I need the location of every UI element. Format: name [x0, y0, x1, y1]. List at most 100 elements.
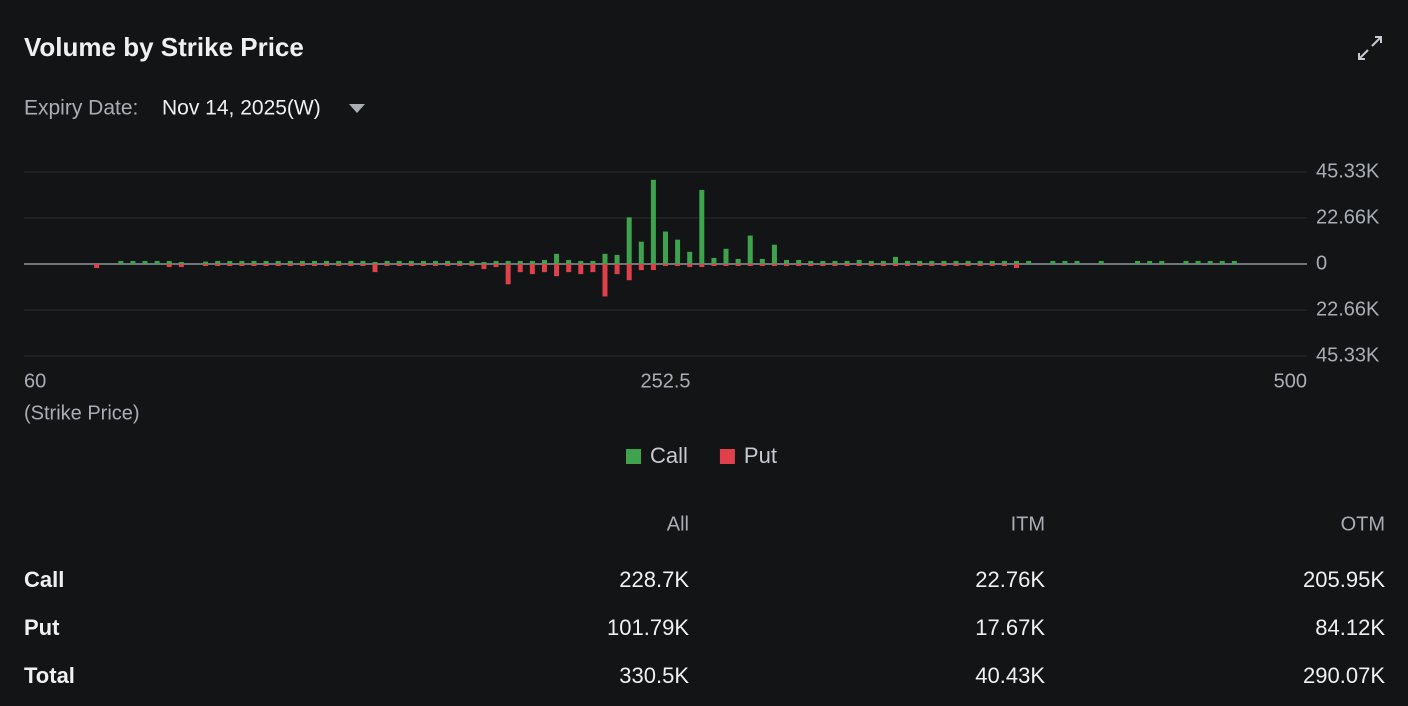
legend-swatch — [626, 449, 641, 464]
bar — [989, 264, 995, 267]
expand-arrow — [1358, 49, 1369, 60]
bar — [614, 254, 620, 264]
bar — [905, 260, 911, 264]
expiry-label: Expiry Date: — [24, 97, 138, 120]
bar — [602, 264, 608, 297]
bar — [384, 264, 390, 267]
bar — [251, 264, 257, 267]
x-tick-label: 60 — [24, 370, 46, 392]
bar — [299, 260, 305, 264]
bar — [541, 264, 547, 273]
bar — [880, 264, 886, 267]
bar — [469, 260, 475, 264]
bar — [445, 264, 451, 267]
bar — [1014, 264, 1020, 269]
bar — [675, 239, 681, 264]
bar — [469, 264, 475, 267]
bar — [953, 264, 959, 267]
bar — [989, 260, 995, 264]
bar — [275, 264, 281, 267]
expiry-dropdown[interactable]: Nov 14, 2025(W) — [162, 97, 365, 120]
bar — [372, 261, 378, 264]
bar — [1231, 260, 1237, 264]
expand-icon[interactable] — [1358, 36, 1382, 60]
bar — [796, 259, 802, 264]
x-axis-label: (Strike Price) — [24, 402, 140, 424]
legend-swatch — [719, 449, 735, 464]
chart-title: Volume by Strike Price — [24, 32, 304, 62]
bar — [263, 260, 269, 264]
bar — [505, 264, 511, 285]
bar — [759, 258, 765, 264]
bar — [566, 264, 572, 273]
dropdown-caret — [349, 104, 365, 113]
cell-value: 84.12K — [1315, 615, 1385, 640]
bar — [481, 264, 487, 270]
row-label: Total — [24, 663, 75, 688]
bar — [1098, 260, 1104, 264]
bar — [239, 260, 245, 264]
bar — [166, 260, 172, 264]
bar — [94, 264, 100, 269]
bar — [566, 259, 572, 264]
bar — [663, 264, 668, 267]
bar — [493, 260, 499, 264]
bar — [1062, 260, 1068, 264]
bar — [251, 260, 257, 264]
bar — [348, 260, 354, 264]
bar — [445, 260, 451, 264]
bar — [408, 260, 414, 264]
expiry-value: Nov 14, 2025(W) — [162, 97, 321, 120]
bar — [796, 264, 802, 267]
bar — [699, 264, 705, 268]
bar — [457, 260, 463, 264]
bar — [1195, 260, 1201, 264]
bar — [1001, 264, 1007, 267]
bar — [505, 260, 511, 264]
cell-value: 22.76K — [975, 567, 1045, 592]
x-tick-label: 500 — [1274, 370, 1307, 392]
bar — [287, 264, 293, 267]
summary-table: All ITM OTM Call 228.7K 22.76K 205.95K Put 101.7… — [24, 513, 1385, 688]
bar — [868, 264, 874, 267]
bar — [275, 260, 281, 264]
bar — [602, 253, 608, 264]
bar — [735, 264, 741, 267]
bar — [554, 264, 560, 277]
bar — [554, 253, 560, 264]
expand-arrow — [1371, 36, 1382, 47]
bar — [723, 264, 729, 267]
bar — [892, 264, 898, 267]
bar — [457, 264, 463, 267]
row-label: Call — [24, 567, 64, 592]
bar — [324, 260, 330, 264]
bar — [832, 264, 838, 267]
bar — [481, 261, 487, 264]
bar — [590, 260, 596, 264]
bar — [118, 260, 124, 264]
bar — [1219, 260, 1225, 264]
bar — [905, 264, 911, 267]
bar — [396, 264, 402, 267]
bar — [130, 260, 136, 264]
bar — [965, 264, 971, 267]
bar — [227, 260, 233, 264]
bar — [1001, 260, 1007, 264]
bar — [820, 264, 826, 267]
bar — [880, 260, 886, 264]
bar — [735, 258, 741, 264]
bar — [311, 264, 317, 267]
bar — [977, 260, 983, 264]
bar — [142, 260, 148, 264]
bar — [166, 264, 172, 268]
bar — [844, 264, 850, 267]
bar — [759, 264, 765, 267]
cell-value: 290.07K — [1303, 663, 1385, 688]
bar — [215, 260, 221, 264]
bar — [239, 264, 245, 267]
bar — [420, 260, 426, 264]
bar — [336, 260, 342, 264]
bar — [420, 264, 426, 267]
bar — [663, 231, 668, 264]
